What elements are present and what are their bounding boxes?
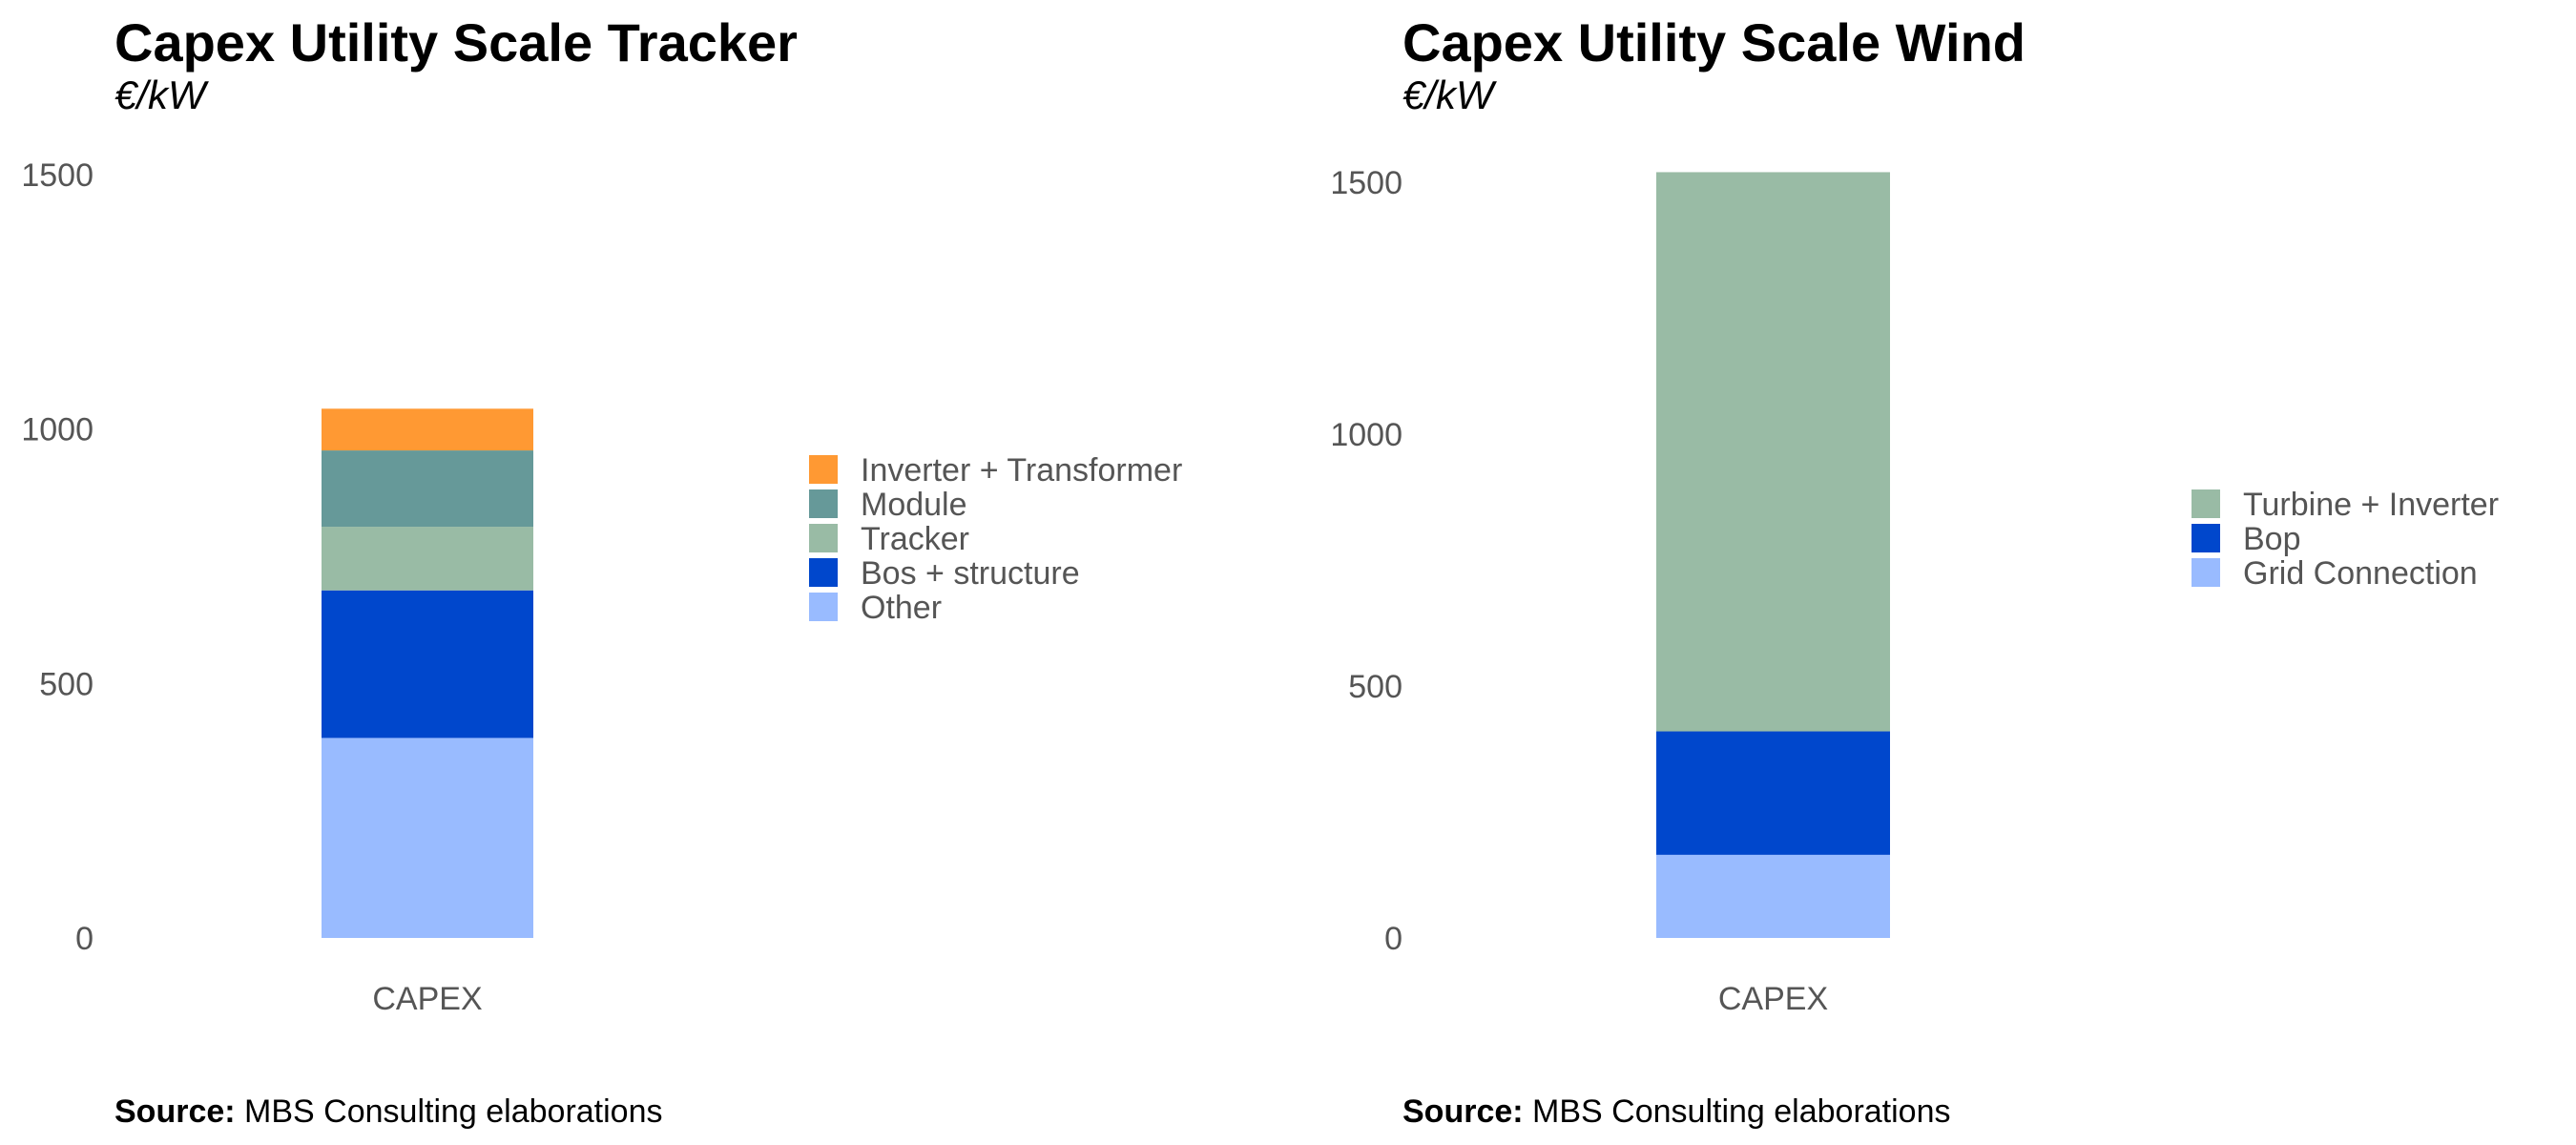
chart-title: Capex Utility Scale Tracker xyxy=(114,12,798,73)
bar-segment-bop xyxy=(1656,731,1890,855)
y-tick-label: 500 xyxy=(1348,669,1402,705)
legend-swatch-turbine-inverter xyxy=(2192,489,2220,518)
legend-swatch-bop xyxy=(2192,524,2220,552)
chart-subtitle: €/kW xyxy=(114,73,206,117)
y-tick-label: 1500 xyxy=(21,157,93,194)
y-tick-label: 0 xyxy=(1384,921,1402,957)
chart-title: Capex Utility Scale Wind xyxy=(1402,12,2025,73)
legend-swatch-tracker xyxy=(809,524,838,552)
chart-subtitle: €/kW xyxy=(1402,73,1494,117)
legend-swatch-module xyxy=(809,489,838,518)
chart-plot-tracker: 0 500 1000 1500 CAPEX Inverter + TransformerM… xyxy=(21,157,1182,1017)
bar-segment-turbine-inverter xyxy=(1656,172,1890,732)
legend-label-turbine-inverter: Turbine + Inverter xyxy=(2243,487,2499,523)
legend-label-bos-structure: Bos + structure xyxy=(861,555,1080,592)
bar-segment-grid-connection xyxy=(1656,854,1890,938)
source-note: Source: MBS Consulting elaborations xyxy=(1402,1093,1951,1131)
x-tick-label: CAPEX xyxy=(1718,981,1828,1017)
bar-segment-module xyxy=(322,450,533,528)
y-tick-label: 1500 xyxy=(1330,165,1402,201)
chart-panel-tracker: Capex Utility Scale Tracker €/kW 0 500 100… xyxy=(21,12,1182,1131)
x-tick-label: CAPEX xyxy=(372,981,482,1017)
y-tick-label: 500 xyxy=(39,666,93,702)
legend-swatch-other xyxy=(809,593,838,621)
y-tick-label: 1000 xyxy=(21,412,93,448)
legend-label-tracker: Tracker xyxy=(861,521,969,557)
legend-label-module: Module xyxy=(861,487,967,523)
source-text: MBS Consulting elaborations xyxy=(235,1093,663,1130)
source-text: MBS Consulting elaborations xyxy=(1523,1093,1951,1130)
source-note: Source: MBS Consulting elaborations xyxy=(114,1093,663,1131)
legend-label-bop: Bop xyxy=(2243,521,2301,557)
legend-swatch-inverter-transformer xyxy=(809,455,838,484)
bar-segment-bos-structure xyxy=(322,590,533,739)
legend-label-inverter-transformer: Inverter + Transformer xyxy=(861,452,1182,489)
legend-label-other: Other xyxy=(861,590,942,626)
legend-label-grid-connection: Grid Connection xyxy=(2243,555,2478,592)
bar-segment-tracker xyxy=(322,527,533,591)
source-label: Source: xyxy=(1402,1093,1524,1130)
y-tick-label: 0 xyxy=(75,921,93,957)
chart-plot-wind: 0 500 1000 1500 CAPEX Turbine + InverterBopGr… xyxy=(1330,165,2499,1017)
y-tick-label: 1000 xyxy=(1330,417,1402,453)
bar-segment-inverter-transformer xyxy=(322,408,533,451)
bar-segment-other xyxy=(322,738,533,938)
legend-swatch-bos-structure xyxy=(809,558,838,587)
chart-panel-wind: Capex Utility Scale Wind €/kW 0 500 1000 15… xyxy=(1288,0,2576,1145)
source-label: Source: xyxy=(114,1093,236,1130)
legend-swatch-grid-connection xyxy=(2192,558,2220,587)
